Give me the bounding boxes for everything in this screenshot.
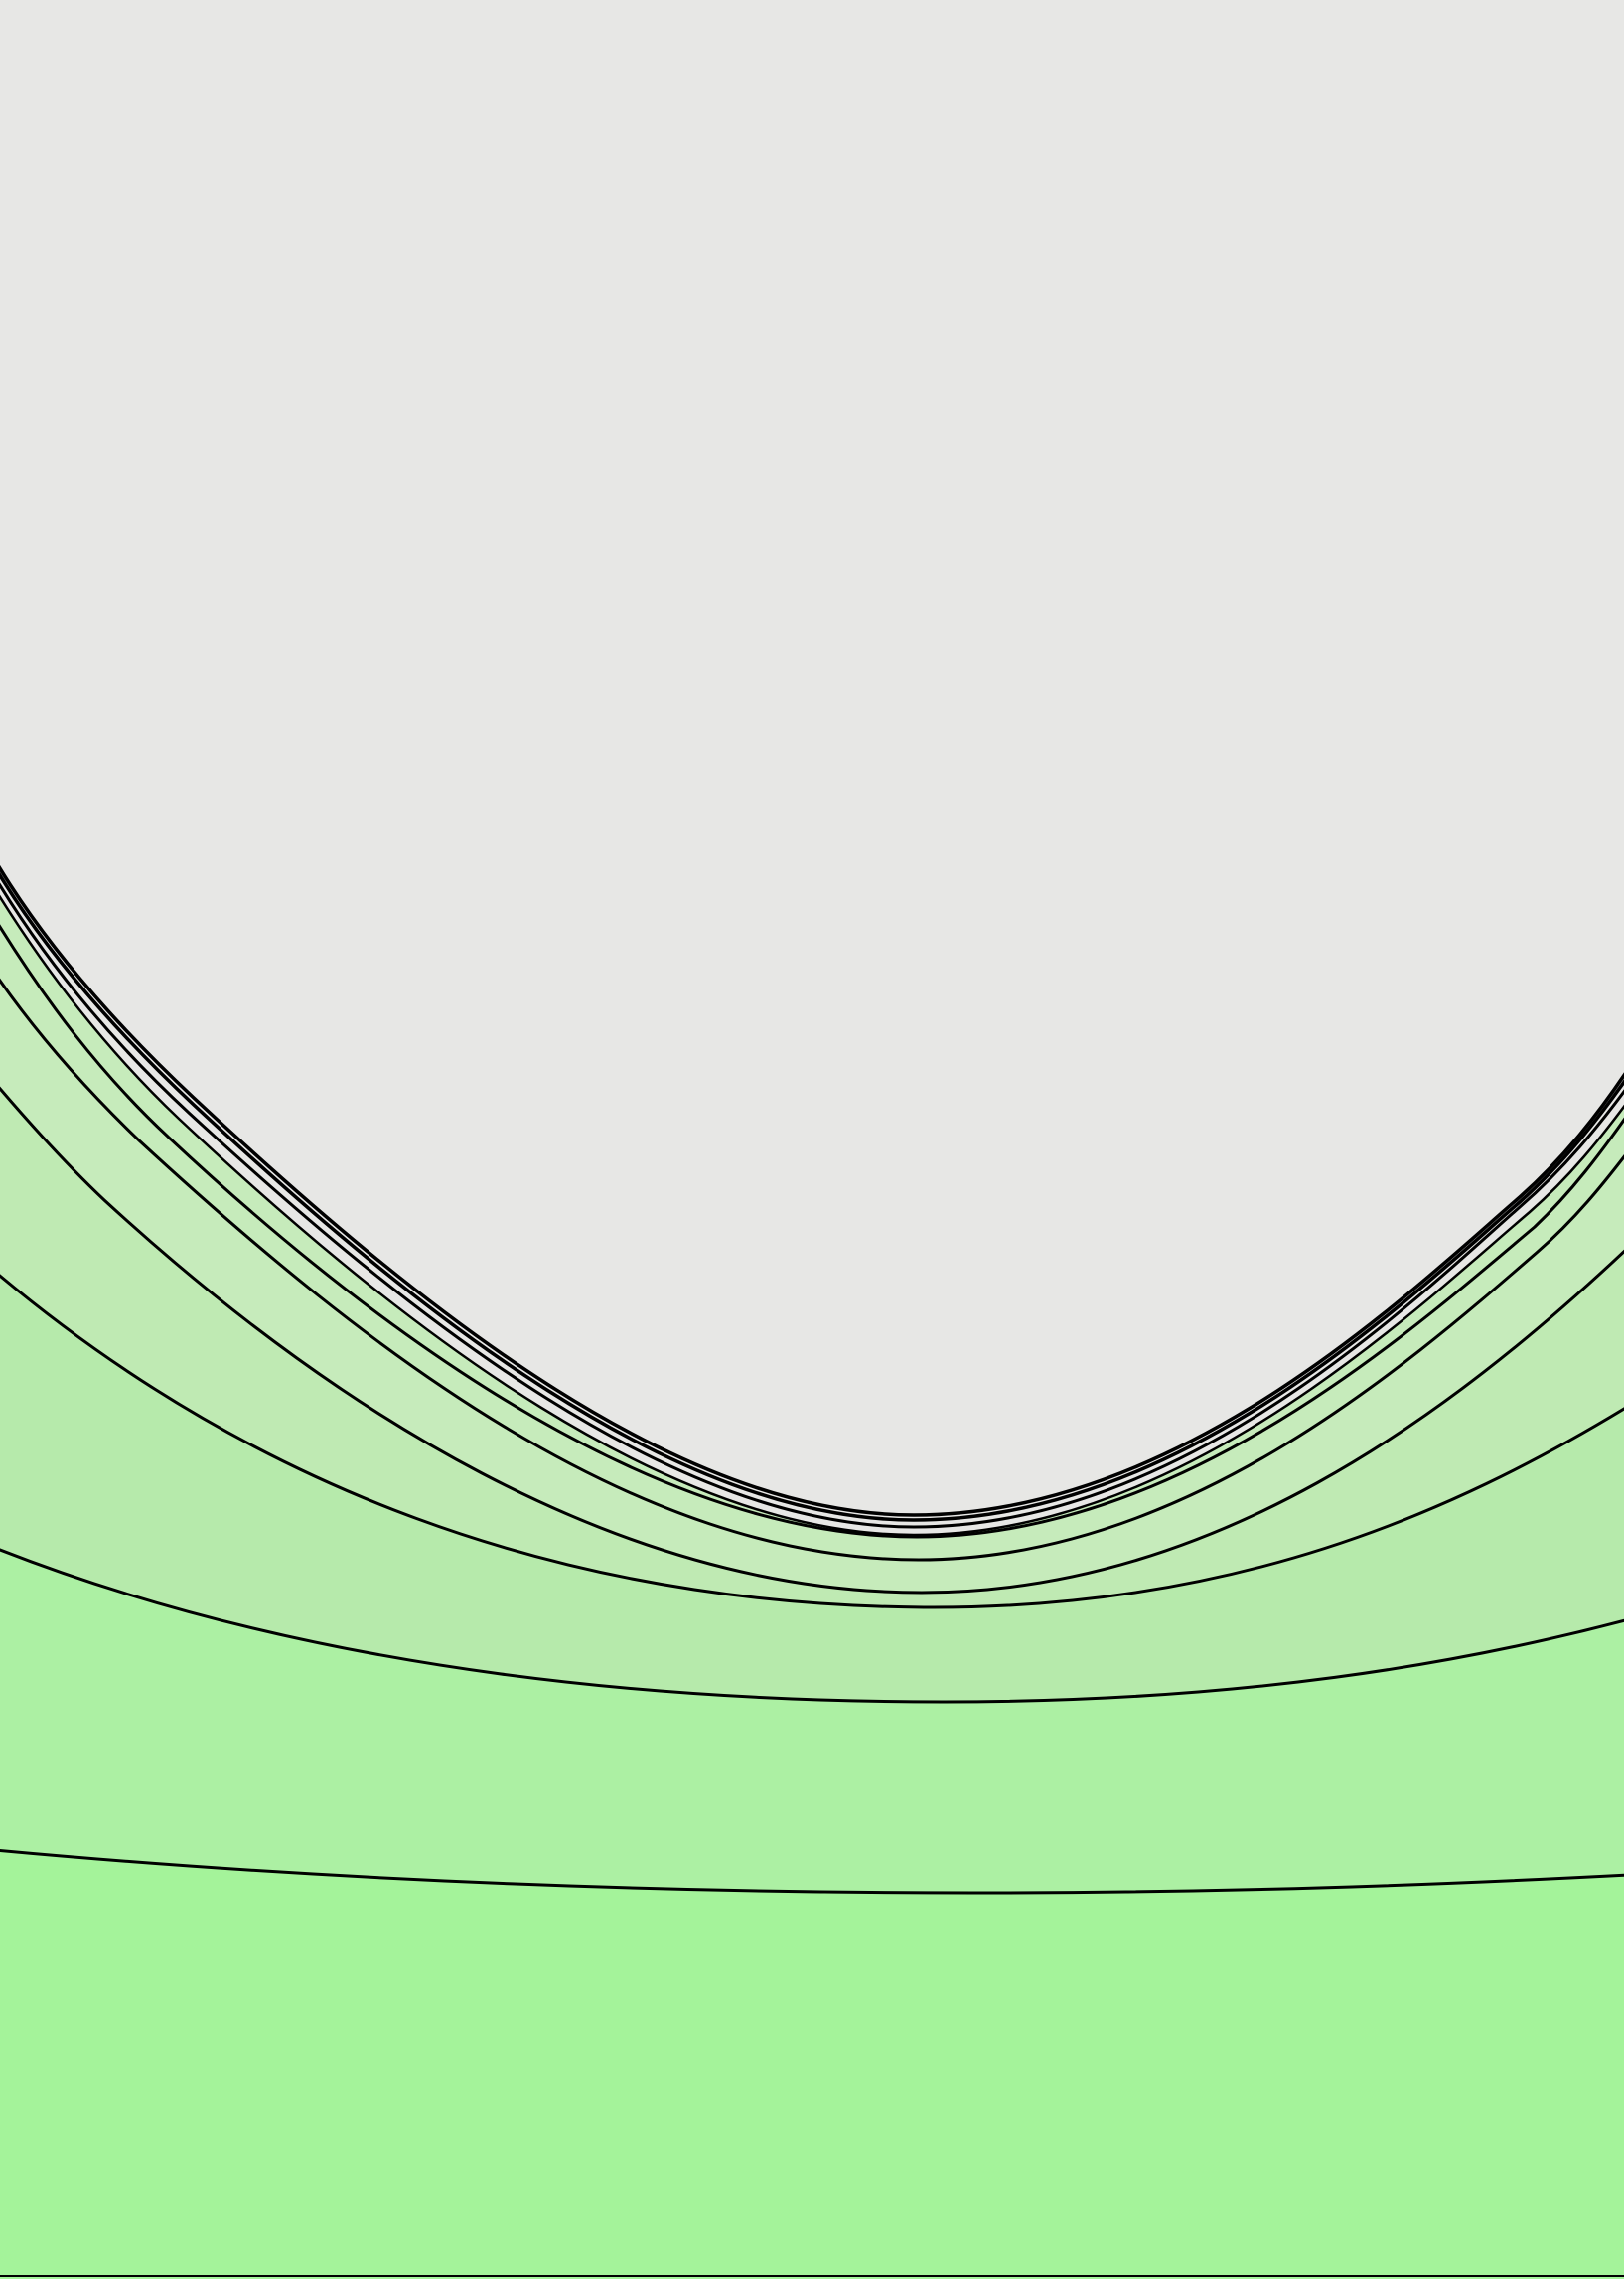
contour-line-3 [0, 882, 1624, 1529]
contour-line-9 [0, 1548, 1624, 1704]
contour-line-4 [0, 894, 1624, 1537]
contour-line-6 [0, 978, 1624, 1562]
contour-lines [0, 864, 1624, 1895]
contour-line-2 [0, 871, 1624, 1522]
contour-line-1 [0, 864, 1624, 1517]
contour-line-10 [0, 1848, 1624, 1895]
contour-line-7 [0, 1086, 1624, 1595]
contour-line-5 [0, 924, 1624, 1539]
contour-line-8 [0, 1274, 1624, 1609]
filled-bands [0, 896, 1624, 2279]
band-6 [0, 1850, 1624, 2279]
